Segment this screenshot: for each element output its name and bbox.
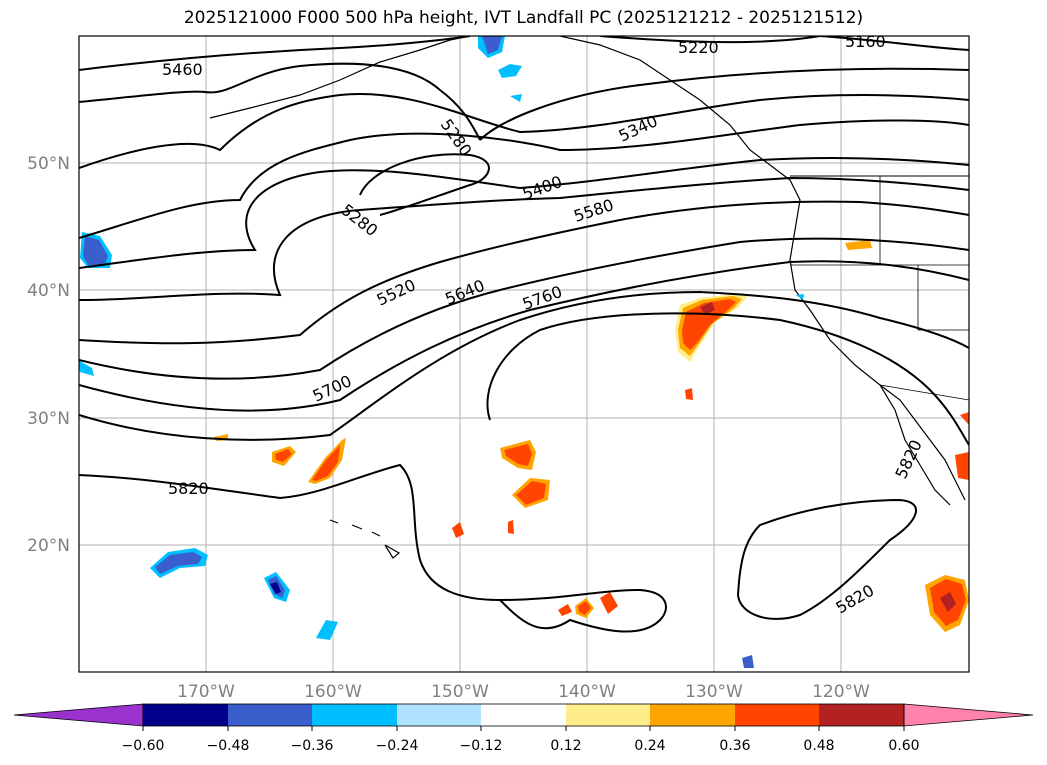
baja-coast [879, 384, 951, 506]
graticule [79, 36, 969, 672]
colorbar-tick-label: −0.48 [207, 738, 250, 754]
colorbar-tick-label: 0.60 [888, 738, 919, 754]
height-contours [79, 36, 969, 633]
lat-label-20n: 20°N [27, 536, 70, 556]
latitude-labels: 50°N 40°N 30°N 20°N [27, 154, 70, 556]
ivt-shading [79, 36, 969, 668]
colorbar-tick-label: −0.36 [291, 738, 334, 754]
colorbar-extend-low [13, 703, 144, 727]
colorbar-cell [143, 704, 228, 726]
colorbar-cell [397, 704, 481, 726]
plot-border [78, 35, 970, 673]
colorbar-tick-label: −0.60 [122, 738, 165, 754]
contour-label: 5220 [678, 38, 719, 57]
colorbar-cell [312, 704, 397, 726]
lat-label-40n: 40°N [27, 281, 70, 301]
colorbar-tick-label: −0.12 [460, 738, 503, 754]
colorbar-cell [735, 704, 819, 726]
negative-anomalies [79, 36, 804, 668]
colorbar-cell [566, 704, 650, 726]
lon-label-150w: 150°W [431, 682, 489, 702]
bc-coast [769, 164, 966, 501]
colorbar-tick-label: 0.12 [550, 738, 581, 754]
mexico-border [879, 384, 969, 401]
colorbar-border [142, 703, 905, 727]
colorbar-tick-label: 0.24 [634, 738, 665, 754]
colorbar-cell [650, 704, 735, 726]
lat-label-50n: 50°N [27, 154, 70, 174]
colorbar-tick-label: 0.48 [803, 738, 834, 754]
lon-label-140w: 140°W [558, 682, 616, 702]
state-border-3 [917, 265, 969, 331]
colorbar-tick-label: 0.36 [719, 738, 750, 754]
colorbar-tick-label: −0.24 [376, 738, 419, 754]
alaska-panhandle [559, 36, 771, 166]
colorbar-cell [228, 704, 312, 726]
colorbar-cell [819, 704, 904, 726]
colorbar-cell [481, 704, 566, 726]
contour-label: 5160 [845, 32, 886, 51]
longitude-labels: 170°W 160°W 150°W 140°W 130°W 120°W [177, 682, 870, 702]
lon-label-160w: 160°W [304, 682, 362, 702]
hawaii-islands [329, 519, 401, 559]
alaska-coast [209, 36, 471, 119]
lon-label-170w: 170°W [177, 682, 235, 702]
contour-label: 5460 [162, 60, 203, 79]
contour-label: 5820 [168, 479, 209, 498]
positive-anomalies [214, 240, 969, 632]
colorbar: −0.60 −0.48 −0.36 −0.24 −0.12 0.12 0.24 … [13, 703, 1034, 754]
colorbar-extend-high [903, 703, 1034, 727]
lat-label-30n: 30°N [27, 409, 70, 429]
lon-label-130w: 130°W [685, 682, 743, 702]
lon-label-120w: 120°W [812, 682, 870, 702]
map-title: 2025121000 F000 500 hPa height, IVT Land… [183, 8, 864, 28]
